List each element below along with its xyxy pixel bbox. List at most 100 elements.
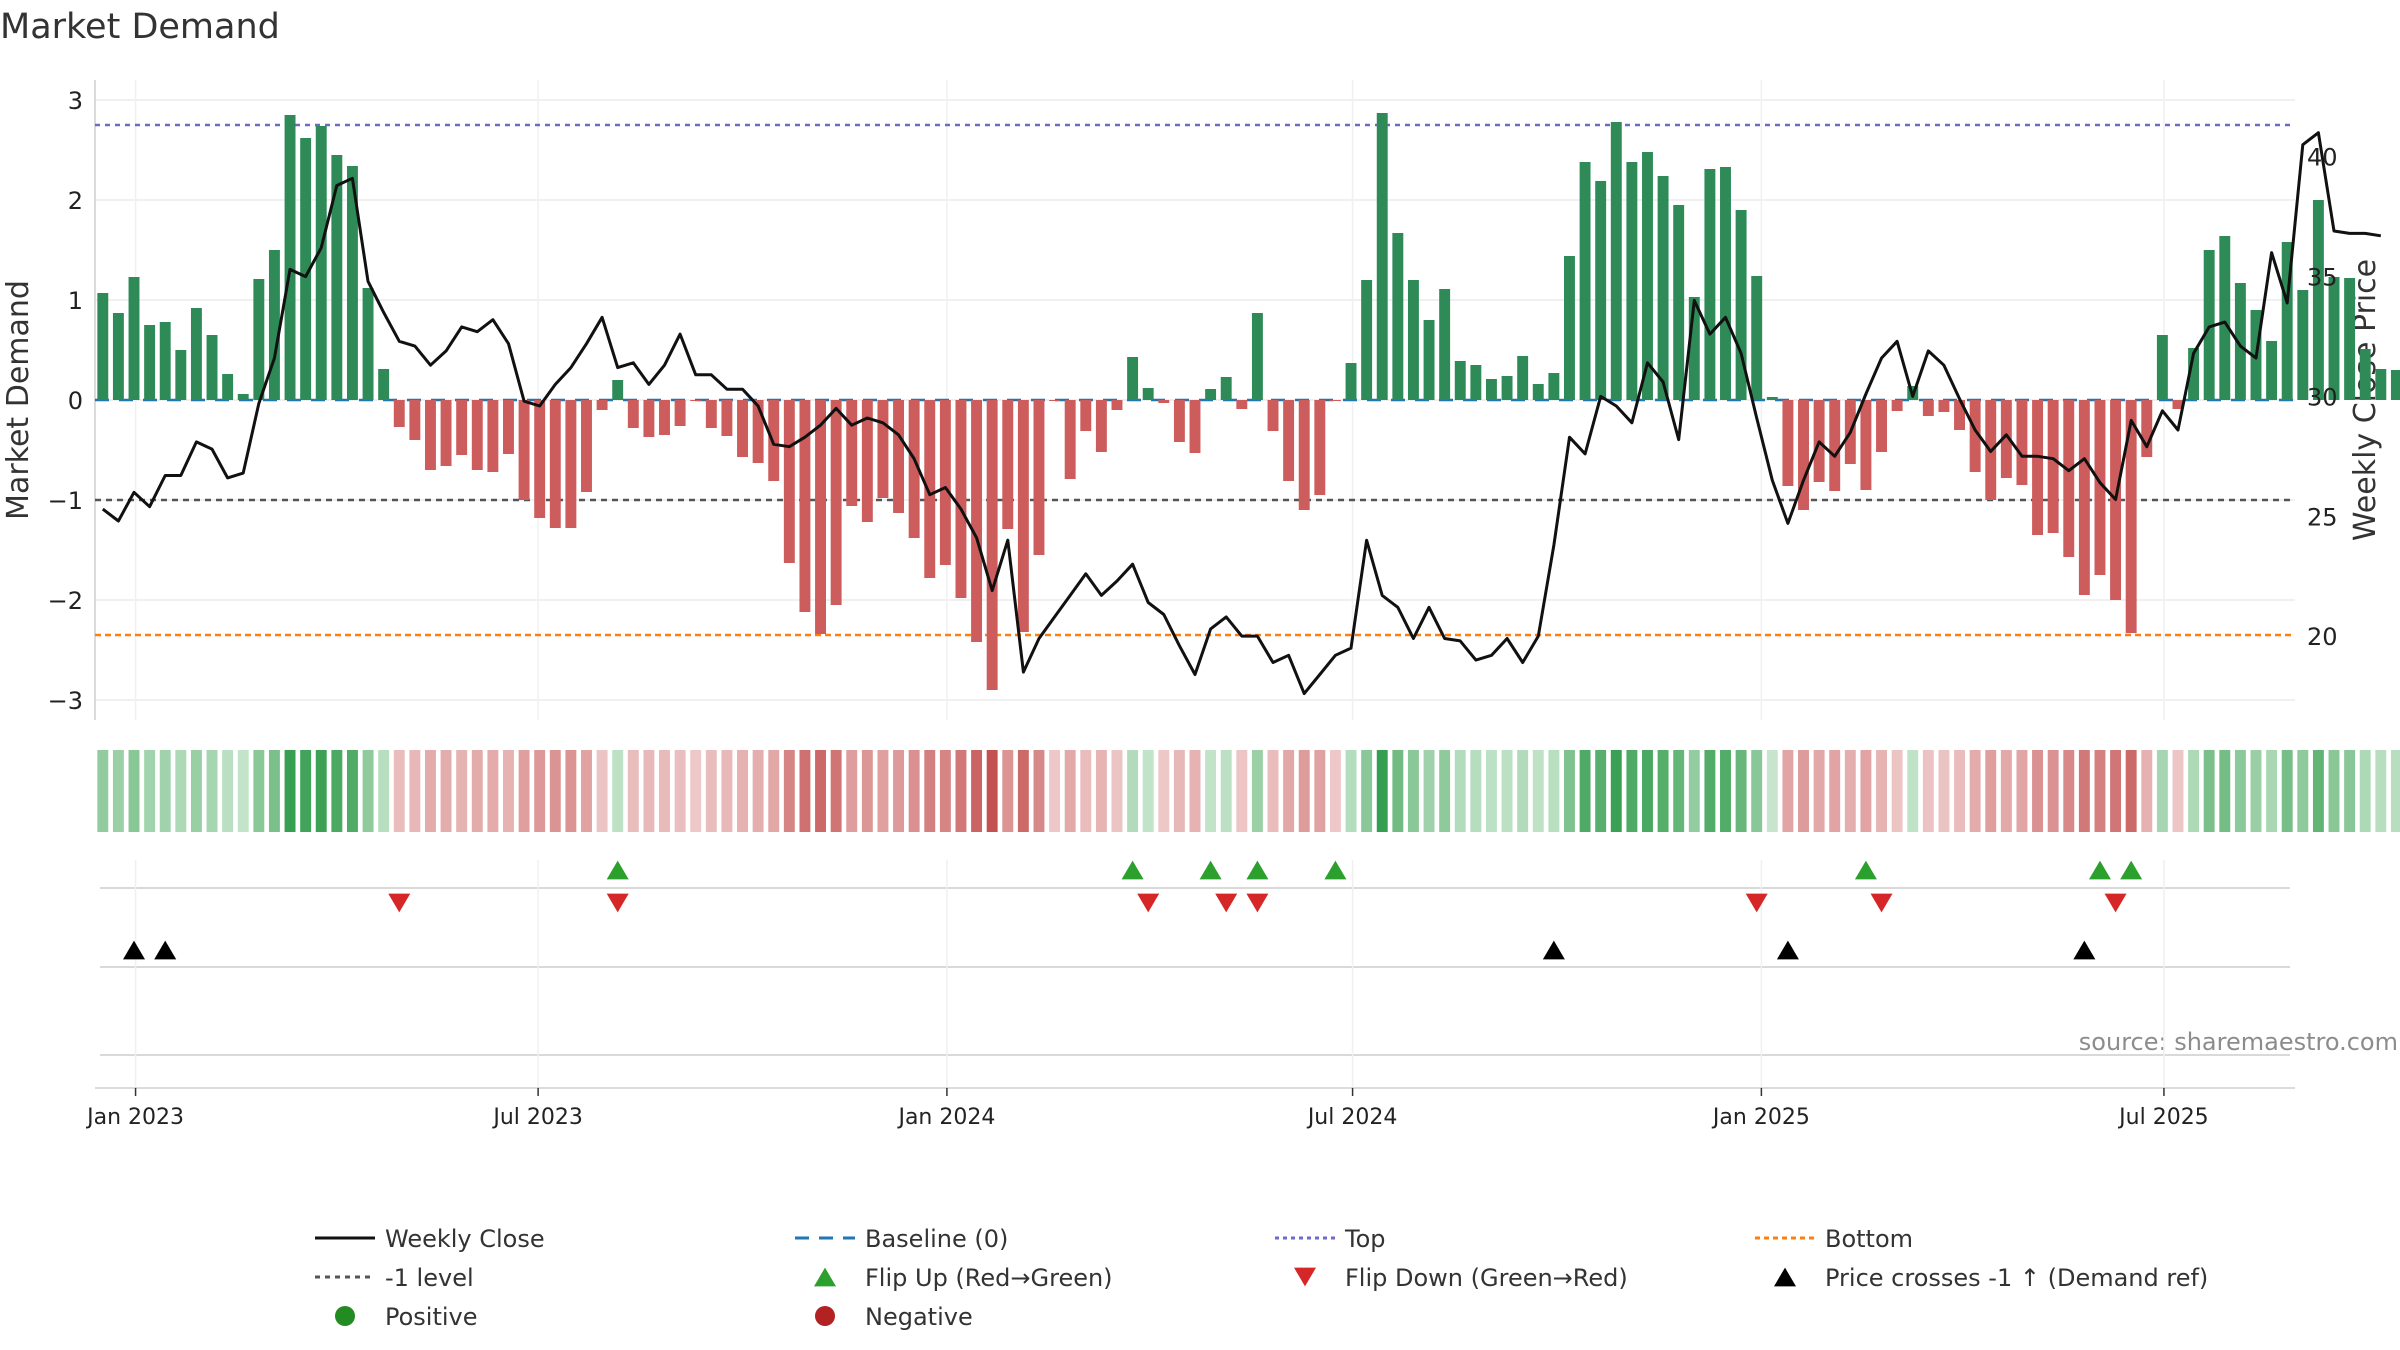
heat-cell xyxy=(986,750,998,832)
heat-cell xyxy=(1891,750,1903,832)
demand-bar-negative xyxy=(565,400,577,528)
demand-bar-negative xyxy=(752,400,764,463)
heat-cell xyxy=(1485,750,1497,832)
heat-cell xyxy=(1985,750,1997,832)
heat-cell xyxy=(2094,750,2106,832)
demand-bar-positive xyxy=(97,293,109,400)
heat-cell xyxy=(1798,750,1809,832)
heat-cell xyxy=(1735,750,1747,832)
x-tick-label: Jul 2025 xyxy=(2117,1105,2209,1130)
heat-cell xyxy=(2344,750,2356,832)
demand-bar-negative xyxy=(1876,400,1887,452)
heat-cell xyxy=(2359,750,2371,832)
heat-cell xyxy=(830,750,842,832)
demand-bar-negative xyxy=(893,400,905,513)
heat-cell xyxy=(1657,750,1669,832)
heat-cell xyxy=(284,750,296,832)
demand-bar-positive xyxy=(1704,169,1716,400)
demand-bar-positive xyxy=(2203,250,2215,400)
demand-bar-positive xyxy=(222,374,234,400)
demand-bar-negative xyxy=(1017,400,1029,632)
heat-cell xyxy=(674,750,686,832)
heat-cell xyxy=(425,750,436,832)
y2-tick-label: 20 xyxy=(2307,623,2338,651)
legend-label: Price crosses -1 ↑ (Demand ref) xyxy=(1825,1264,2208,1292)
demand-bar-negative xyxy=(1314,400,1326,495)
flip-up-marker xyxy=(606,860,629,880)
legend-negative-swatch xyxy=(815,1306,835,1326)
demand-bar-positive xyxy=(1610,122,1622,400)
demand-bar-positive xyxy=(253,279,265,400)
price-cross-marker xyxy=(123,940,146,960)
demand-bar-positive xyxy=(268,250,280,400)
demand-bar-positive xyxy=(190,308,202,400)
heat-cell xyxy=(1439,750,1451,832)
demand-bar-negative xyxy=(409,400,421,440)
x-tick-label: Jan 2024 xyxy=(896,1105,995,1130)
heat-cell xyxy=(97,750,109,832)
x-axis-ticks: Jan 2023 Jul 2023 Jan 2024 Jul 2024 Jan 2025… xyxy=(85,1088,2209,1130)
flip-down-marker xyxy=(388,893,411,913)
heat-cell xyxy=(1642,750,1653,832)
heat-cell xyxy=(1532,750,1544,832)
price-cross-marker xyxy=(1776,940,1799,960)
heat-cell xyxy=(1688,750,1700,832)
signal-markers xyxy=(95,860,2295,1089)
demand-bar-positive xyxy=(1361,280,1373,400)
demand-bar-positive xyxy=(2219,236,2231,400)
heat-cell xyxy=(1376,750,1388,832)
heat-cell xyxy=(1173,750,1185,832)
x-tick-label: Jan 2023 xyxy=(85,1105,184,1130)
heat-cell xyxy=(1142,750,1154,832)
heat-cell xyxy=(2141,750,2153,832)
demand-bar-positive xyxy=(1657,176,1669,400)
heat-cell xyxy=(2000,750,2012,832)
heat-cell xyxy=(799,750,811,832)
demand-bar-positive xyxy=(1345,363,1357,400)
y-axis-ticks: 3 2 1 0 −1 −2 −3 40 35 30 25 20 xyxy=(48,87,2338,715)
demand-bar-positive xyxy=(1595,181,1607,400)
legend-label: Baseline (0) xyxy=(865,1225,1008,1253)
demand-bar-negative xyxy=(2000,400,2012,478)
demand-bar-negative xyxy=(1954,400,1965,430)
heat-cell xyxy=(190,750,202,832)
heat-cell xyxy=(627,750,639,832)
heat-cell xyxy=(955,750,967,832)
demand-bar-negative xyxy=(659,400,670,435)
demand-bar-negative xyxy=(799,400,811,612)
heat-cell xyxy=(1189,750,1201,832)
demand-bar-positive xyxy=(1501,376,1513,400)
heat-cell xyxy=(2266,750,2278,832)
heat-cell xyxy=(1470,750,1482,832)
heat-cell xyxy=(939,750,951,832)
heat-cell xyxy=(1844,750,1856,832)
heat-cell xyxy=(2250,750,2262,832)
demand-bar-negative xyxy=(846,400,858,506)
heat-cell xyxy=(2016,750,2028,832)
heat-cell xyxy=(596,750,608,832)
demand-bar-positive xyxy=(1626,162,1638,400)
x-tick-label: Jan 2025 xyxy=(1711,1105,1810,1130)
demand-bar-positive xyxy=(2359,349,2371,400)
heat-cell xyxy=(534,750,546,832)
reference-lines xyxy=(95,123,2295,637)
demand-bar-negative xyxy=(2172,400,2184,409)
demand-bar-negative xyxy=(1922,400,1934,416)
demand-bar-positive xyxy=(1673,205,1685,400)
flip-down-marker xyxy=(606,893,629,913)
heat-cell xyxy=(1595,750,1607,832)
demand-bar-negative xyxy=(955,400,967,598)
heat-cell xyxy=(1002,750,1014,832)
demand-bar-positive xyxy=(2344,278,2356,400)
demand-bar-positive xyxy=(1439,289,1451,400)
demand-bar-negative xyxy=(581,400,592,492)
demand-bar-positive xyxy=(2328,277,2340,400)
demand-bar-positive xyxy=(175,350,187,400)
flip-down-marker xyxy=(1870,893,1893,913)
demand-bar-positive xyxy=(1720,167,1731,400)
demand-bar-positive xyxy=(1564,256,1575,400)
heat-cell xyxy=(1033,750,1045,832)
legend-label: Bottom xyxy=(1825,1225,1913,1253)
heat-cell xyxy=(1548,750,1560,832)
flip-up-marker xyxy=(1324,860,1347,880)
